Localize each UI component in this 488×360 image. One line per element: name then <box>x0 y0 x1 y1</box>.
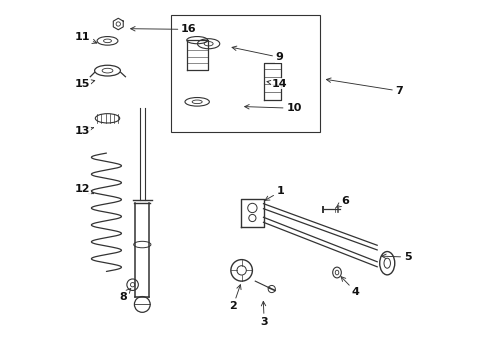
Text: 7: 7 <box>326 78 403 96</box>
Text: 9: 9 <box>232 46 283 62</box>
Text: 14: 14 <box>266 79 287 89</box>
Text: 1: 1 <box>264 186 284 201</box>
Text: 13: 13 <box>75 126 93 135</box>
Text: 3: 3 <box>260 301 267 327</box>
Text: 8: 8 <box>119 289 130 302</box>
Text: 11: 11 <box>75 32 97 44</box>
Text: 6: 6 <box>336 196 349 207</box>
Text: 4: 4 <box>340 277 359 297</box>
Text: 2: 2 <box>229 285 241 311</box>
Bar <box>171 15 319 132</box>
Text: 16: 16 <box>130 24 196 35</box>
Text: 10: 10 <box>244 103 301 113</box>
Text: 5: 5 <box>381 252 410 262</box>
Text: 15: 15 <box>75 79 95 89</box>
Text: 12: 12 <box>75 184 93 194</box>
